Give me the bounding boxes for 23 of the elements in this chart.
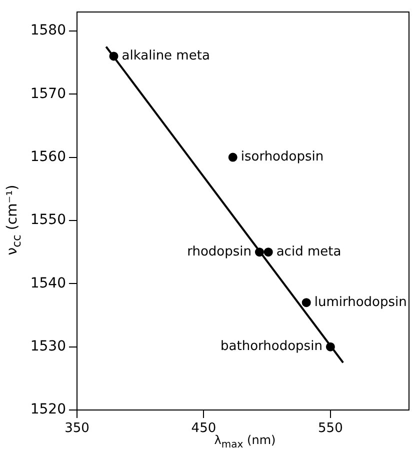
annotation: acid meta [276,244,342,260]
point [302,298,311,308]
point [228,152,238,162]
y-tick-label: 1560 [30,148,66,165]
y-tick-label: 1570 [30,86,66,102]
x-tick-label: 450 [191,421,216,436]
annotation: rhodopsin [187,244,252,260]
y-tick-label: 1580 [30,22,66,39]
annotation: isorhodopsin [240,150,324,165]
x-tick-label: 350 [64,421,90,436]
point [254,248,264,257]
annotation: bathorhodopsin [220,339,322,354]
y-tick-label: 1530 [30,338,66,354]
point [109,52,118,61]
point [326,342,335,352]
x-axis-title: λ$_{max}$ (nm) [214,433,276,450]
annotation: alkaline meta [122,48,210,64]
y-tick-label: 1550 [30,212,66,228]
y-tick-label: 1540 [30,275,66,292]
point [264,248,273,257]
y-tick-label: 1520 [30,402,66,418]
x-tick-label: 550 [318,421,343,436]
annotation: lumirhodopsin [314,294,407,310]
